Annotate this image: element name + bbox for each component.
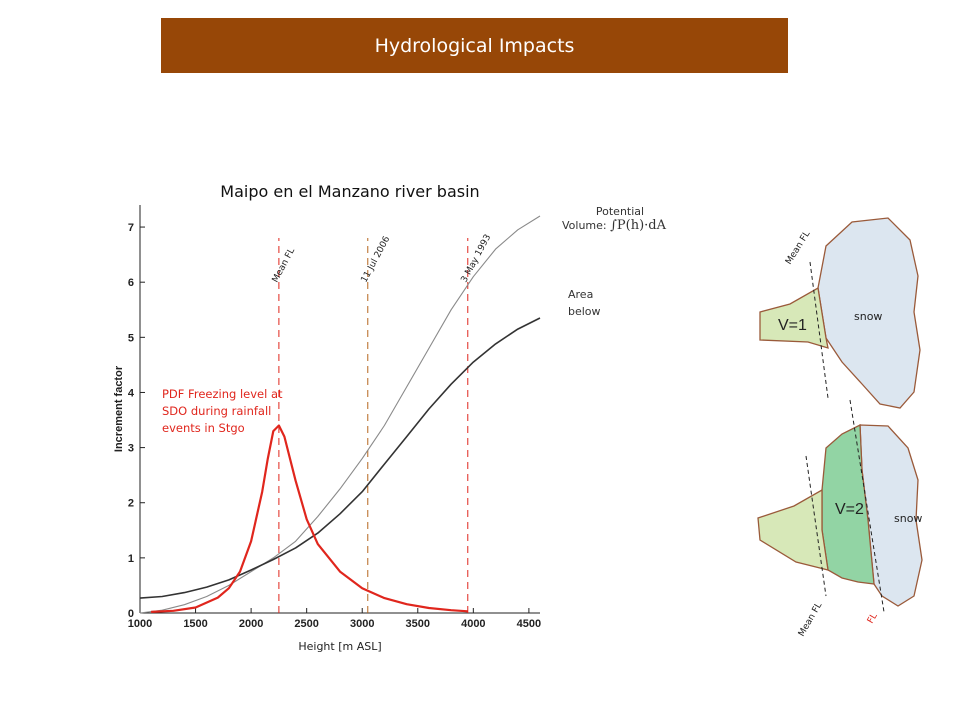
fl-label-bottom: FL: [866, 612, 880, 626]
x-tick-label: 4000: [461, 618, 485, 630]
snow-label-bottom: snow: [894, 512, 922, 525]
mean-fl-label-top: Mean FL: [784, 229, 812, 266]
volume-region-bottom: [757, 488, 829, 571]
potential-note-formula: ∫P(h)·dA: [610, 218, 667, 233]
diagram-bottom: V=2 snow Mean FL FL: [757, 399, 923, 639]
area-note-line2: below: [568, 305, 601, 318]
x-tick-label: 4500: [517, 618, 541, 630]
series-line: [139, 317, 541, 599]
pdf-freezing-note: PDF Freezing level at SDO during rainfal…: [162, 386, 283, 437]
x-tick-label: 3500: [406, 618, 430, 630]
potential-volume-note: Potential Volume: ∫P(h)·dA: [562, 205, 666, 233]
banner-title: Hydrological Impacts: [374, 34, 575, 57]
potential-note-line1: Potential: [595, 205, 645, 218]
volume-region-top: [759, 286, 829, 349]
x-tick-label: 2500: [294, 618, 318, 630]
y-tick-label: 7: [128, 222, 134, 234]
snow-region-top: [817, 217, 921, 409]
y-tick-label: 0: [128, 608, 134, 620]
y-axis-label: Increment factor: [113, 365, 125, 452]
x-tick-label: 3000: [350, 618, 374, 630]
mean-fl-label-bottom: Mean FL: [797, 601, 824, 639]
x-tick-label: 1000: [128, 618, 152, 630]
pdf-note-line3: events in Stgo: [162, 421, 245, 435]
y-tick-label: 5: [128, 332, 134, 344]
diagram-top: V=1 snow Mean FL: [759, 217, 921, 409]
volume-label-bottom: V=2: [835, 501, 864, 518]
title-banner: Hydrological Impacts: [161, 18, 788, 73]
fl-line-bottom: [849, 399, 885, 613]
reference-line-label: Mean FL: [271, 247, 297, 285]
snow-label-top: snow: [854, 310, 882, 323]
pdf-note-line2: SDO during rainfall: [162, 404, 272, 418]
y-tick-label: 2: [128, 498, 134, 510]
area-note-line1: Area: [568, 288, 594, 301]
potential-note-volume: Volume:: [562, 219, 607, 232]
x-tick-label: 2000: [239, 618, 263, 630]
pdf-note-line1: PDF Freezing level at: [162, 387, 283, 401]
x-tick-label: 1500: [183, 618, 207, 630]
chart-plot: 0 1 2 3 4 5 6 7 1000 1500 2000 2500 3000 3500 4000 4500…: [113, 205, 541, 630]
series-line: [151, 424, 468, 613]
volume-label-top: V=1: [778, 317, 807, 334]
y-tick-label: 4: [128, 387, 135, 399]
mean-fl-line-bottom: [805, 455, 827, 597]
area-below-note: Area below: [568, 286, 601, 320]
y-tick-label: 1: [128, 553, 134, 565]
series-line: [139, 215, 541, 614]
reference-line-label: 11 Jul 2006: [360, 234, 393, 284]
y-tick-label: 6: [128, 277, 134, 289]
potential-note-line2: Volume: ∫P(h)·dA: [562, 218, 666, 233]
y-tick-label: 3: [128, 443, 134, 455]
mean-fl-line-top: [809, 261, 829, 399]
chart-title: Maipo en el Manzano river basin: [220, 182, 480, 201]
x-axis-label: Height [m ASL]: [298, 640, 382, 653]
